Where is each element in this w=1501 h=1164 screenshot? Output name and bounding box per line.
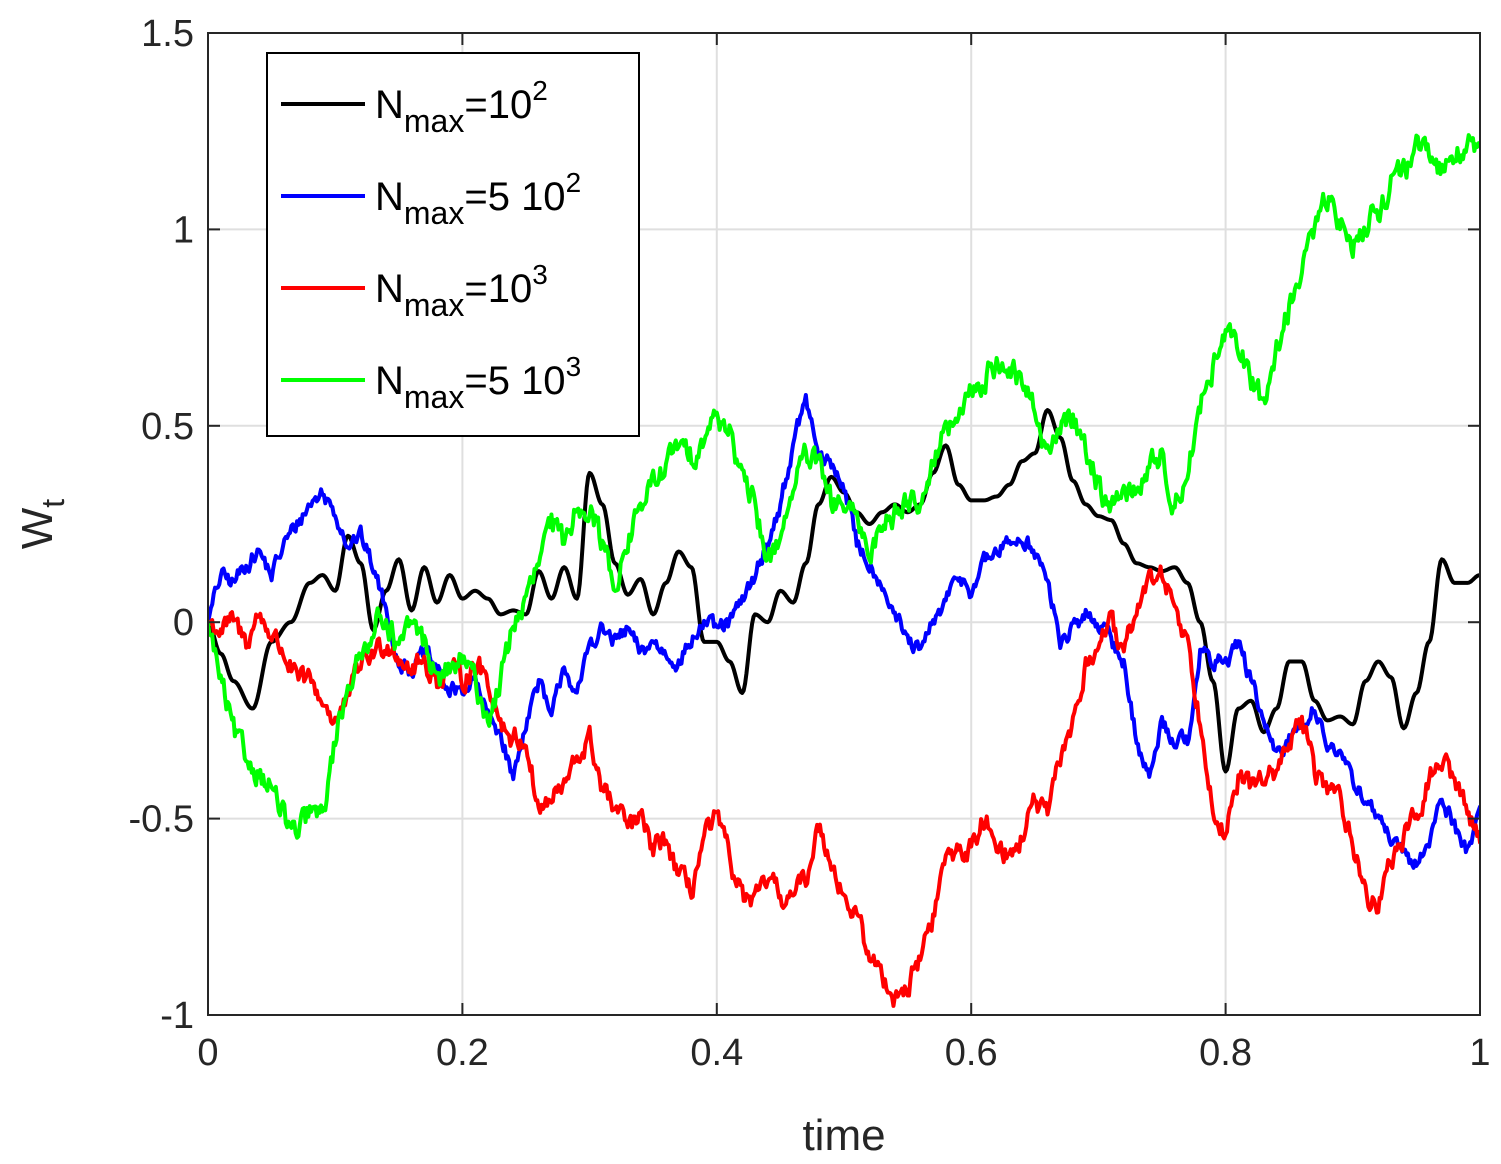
y-tick-label: 0 bbox=[173, 602, 194, 644]
y-axis-label-sub: t bbox=[35, 499, 71, 508]
x-axis-label: time bbox=[802, 1111, 885, 1160]
y-tick-label: -0.5 bbox=[129, 799, 194, 841]
legend-label: Nmax=103 bbox=[375, 259, 548, 323]
x-tick-label: 1 bbox=[1469, 1032, 1490, 1074]
y-tick-label: -1 bbox=[160, 995, 194, 1037]
x-tick-label: 0 bbox=[197, 1032, 218, 1074]
x-tick-label: 0.8 bbox=[1199, 1032, 1252, 1074]
x-tick-label: 0.6 bbox=[945, 1032, 998, 1074]
ticks bbox=[207, 32, 1481, 1016]
y-tick-label: 1.5 bbox=[141, 13, 194, 55]
series-line bbox=[208, 564, 1480, 1008]
tick-labels: 0 0.2 0.4 0.6 0.8 1 -1 -0.5 0 0.5 1 1.5 bbox=[129, 13, 1491, 1074]
series-line bbox=[208, 393, 1480, 870]
axes-frame bbox=[207, 32, 1481, 1016]
series-group bbox=[208, 133, 1480, 1008]
legend: Nmax=102 Nmax=5 102 Nmax=103 Nmax=5 103 bbox=[266, 52, 640, 437]
y-tick-label: 1 bbox=[173, 209, 194, 251]
legend-box bbox=[266, 52, 640, 437]
y-axis-label: Wt bbox=[13, 499, 71, 550]
y-axis-label-base: W bbox=[13, 507, 62, 549]
y-tick-label: 0.5 bbox=[141, 406, 194, 448]
series-line bbox=[208, 133, 1480, 840]
x-tick-label: 0.2 bbox=[436, 1032, 489, 1074]
legend-label: Nmax=5 103 bbox=[375, 351, 581, 415]
x-tick-label: 0.4 bbox=[690, 1032, 743, 1074]
legend-label: Nmax=102 bbox=[375, 75, 548, 139]
legend-label: Nmax=5 102 bbox=[375, 167, 581, 231]
